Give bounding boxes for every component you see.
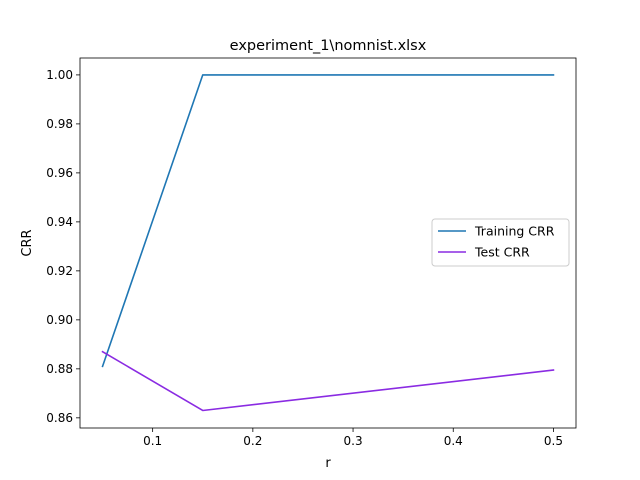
y-tick-label: 0.94: [46, 215, 73, 229]
y-tick-label: 0.96: [46, 166, 73, 180]
y-tick-label: 0.92: [46, 264, 73, 278]
legend-box: [431, 218, 570, 267]
legend-entries: Training CRR Test CRR: [438, 224, 555, 260]
legend: Training CRR Test CRR: [431, 218, 570, 267]
y-tick-label: 1.00: [46, 68, 73, 82]
series-line-test-crr: [101, 350, 555, 412]
x-axis: 0.1 0.2 0.3 0.4 0.5: [143, 428, 563, 448]
legend-label: Training CRR: [474, 224, 555, 239]
legend-label: Test CRR: [474, 245, 530, 260]
chart-title: experiment_1\nomnist.xlsx: [230, 38, 427, 54]
series-layer: [101, 74, 555, 412]
x-tick-label: 0.4: [444, 434, 463, 448]
y-tick-label: 0.98: [46, 117, 73, 131]
y-tick-label: 0.90: [46, 313, 73, 327]
plot-frame: [79, 57, 577, 429]
x-tick-label: 0.5: [544, 434, 563, 448]
series-line-training-crr: [101, 74, 555, 368]
y-tick-label: 0.86: [46, 411, 73, 425]
y-tick-label: 0.88: [46, 362, 73, 376]
x-axis-label: r: [325, 456, 331, 471]
x-tick-label: 0.3: [344, 434, 363, 448]
y-axis-label: CRR: [20, 229, 35, 256]
x-tick-label: 0.1: [143, 434, 162, 448]
y-axis: 0.86 0.88 0.90 0.92 0.94 0.96 0.98 1.00: [46, 68, 80, 425]
x-tick-label: 0.2: [243, 434, 262, 448]
axes-frame: [79, 57, 577, 429]
